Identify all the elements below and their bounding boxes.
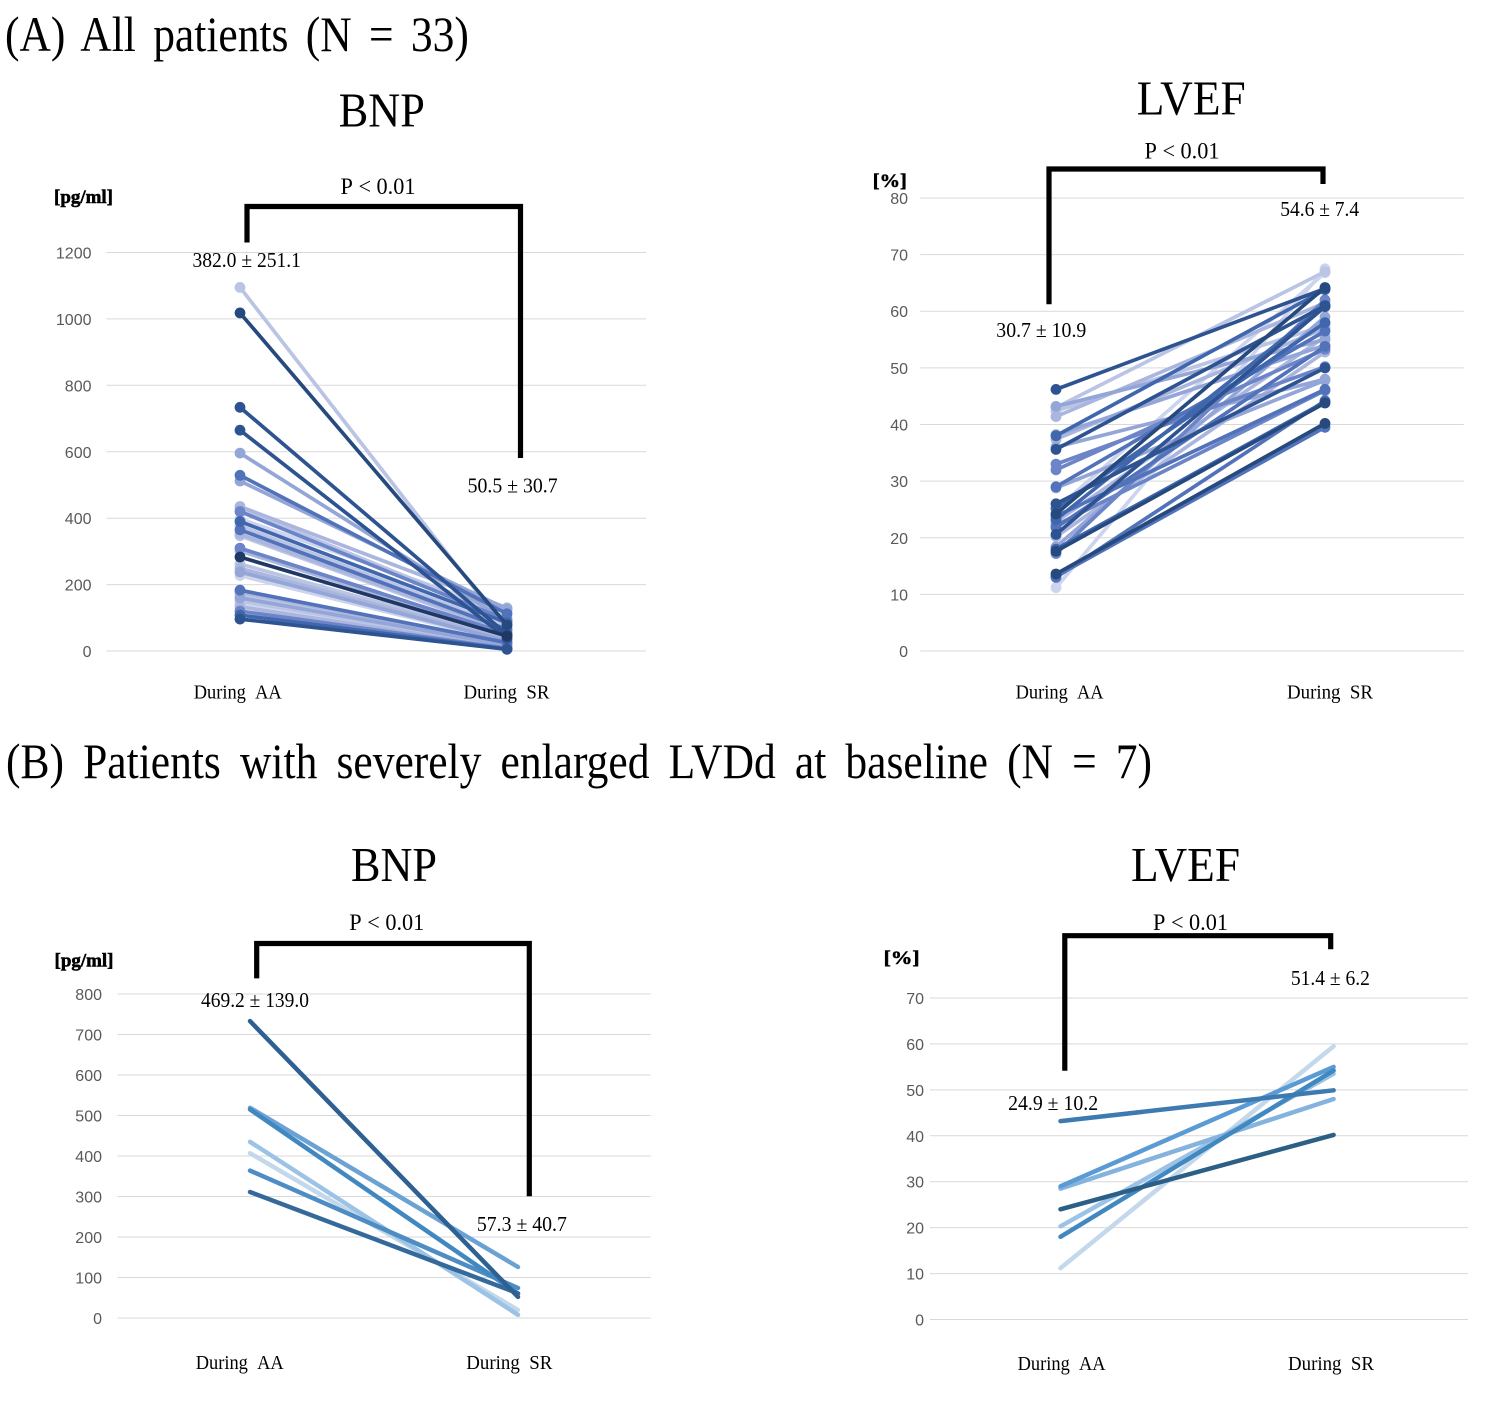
svg-text:400: 400 [65, 511, 92, 528]
svg-text:During AA: During AA [194, 682, 283, 704]
svg-text:P < 0.01: P < 0.01 [349, 910, 424, 935]
svg-text:BNP: BNP [339, 83, 425, 138]
svg-text:20: 20 [890, 531, 908, 548]
svg-text:60: 60 [906, 1037, 924, 1054]
svg-text:500: 500 [75, 1109, 102, 1126]
svg-text:54.6 ± 7.4: 54.6 ± 7.4 [1280, 197, 1359, 221]
svg-text:70: 70 [906, 991, 924, 1008]
svg-text:0: 0 [899, 644, 908, 661]
svg-text:700: 700 [75, 1028, 102, 1045]
svg-text:300: 300 [75, 1190, 102, 1207]
svg-text:40: 40 [890, 418, 908, 435]
svg-text:[%]: [%] [884, 948, 920, 969]
svg-text:600: 600 [75, 1068, 102, 1085]
svg-text:70: 70 [890, 248, 908, 265]
svg-text:469.2 ± 139.0: 469.2 ± 139.0 [201, 988, 309, 1012]
svg-text:57.3 ± 40.7: 57.3 ± 40.7 [477, 1212, 567, 1236]
svg-text:0: 0 [83, 644, 92, 661]
svg-text:1200: 1200 [56, 246, 92, 263]
svg-text:24.9 ± 10.2: 24.9 ± 10.2 [1008, 1091, 1098, 1115]
svg-text:200: 200 [75, 1230, 102, 1247]
svg-text:30.7 ± 10.9: 30.7 ± 10.9 [996, 318, 1086, 342]
svg-text:60: 60 [890, 304, 908, 321]
svg-text:51.4 ± 6.2: 51.4 ± 6.2 [1291, 966, 1370, 990]
svg-text:During SR: During SR [1287, 682, 1374, 704]
svg-text:800: 800 [65, 378, 92, 395]
svg-text:LVEF: LVEF [1137, 70, 1246, 125]
svg-text:[pg/ml]: [pg/ml] [55, 951, 114, 972]
svg-text:80: 80 [890, 191, 908, 208]
svg-text:30: 30 [906, 1175, 924, 1192]
svg-text:(A) All patients (N = 33): (A) All patients (N = 33) [5, 7, 469, 62]
svg-text:During AA: During AA [196, 1352, 285, 1374]
svg-text:0: 0 [915, 1313, 924, 1330]
svg-text:600: 600 [65, 445, 92, 462]
svg-text:0: 0 [93, 1311, 102, 1328]
svg-text:30: 30 [890, 474, 908, 491]
svg-text:1000: 1000 [56, 312, 92, 329]
svg-text:During AA: During AA [1018, 1353, 1107, 1375]
svg-text:BNP: BNP [351, 837, 437, 892]
svg-text:200: 200 [65, 578, 92, 595]
svg-text:400: 400 [75, 1149, 102, 1166]
svg-text:10: 10 [906, 1267, 924, 1284]
svg-text:800: 800 [75, 987, 102, 1004]
svg-text:During SR: During SR [466, 1352, 553, 1374]
svg-text:20: 20 [906, 1221, 924, 1238]
svg-text:During SR: During SR [1288, 1353, 1375, 1375]
svg-text:During SR: During SR [464, 682, 551, 704]
svg-text:P < 0.01: P < 0.01 [1145, 139, 1220, 164]
svg-text:P < 0.01: P < 0.01 [1153, 910, 1228, 935]
svg-text:50: 50 [890, 361, 908, 378]
svg-text:50.5 ± 30.7: 50.5 ± 30.7 [468, 473, 558, 497]
svg-text:P < 0.01: P < 0.01 [341, 174, 416, 199]
svg-text:50: 50 [906, 1083, 924, 1100]
svg-text:[%]: [%] [873, 171, 907, 192]
svg-text:40: 40 [906, 1129, 924, 1146]
svg-text:10: 10 [890, 587, 908, 604]
svg-text:382.0 ± 251.1: 382.0 ± 251.1 [192, 248, 301, 272]
svg-text:100: 100 [75, 1271, 102, 1288]
svg-text:LVEF: LVEF [1131, 837, 1240, 892]
svg-text:During AA: During AA [1016, 682, 1105, 704]
svg-text:(B) Patients with severely enl: (B) Patients with severely enlarged LVDd… [6, 734, 1152, 789]
svg-text:[pg/ml]: [pg/ml] [54, 187, 113, 208]
